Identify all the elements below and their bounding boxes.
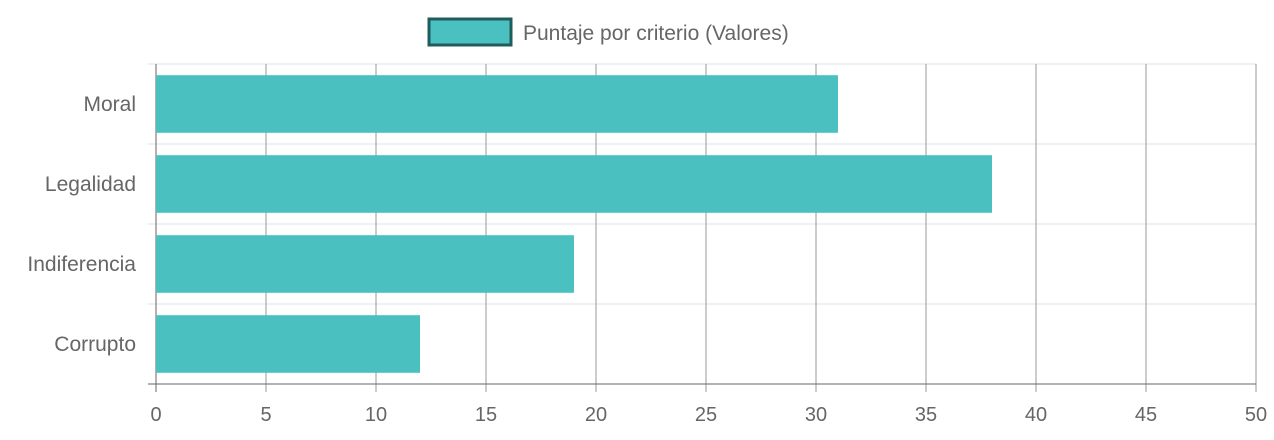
bar-corrupto[interactable] [156,315,420,373]
category-label: Corrupto [54,333,136,356]
x-tick-label: 25 [695,404,717,426]
x-tick-label: 15 [475,404,497,426]
bar-legalidad[interactable] [156,155,992,213]
x-tick-label: 50 [1245,404,1267,426]
bars [156,75,992,373]
x-tick-label: 20 [585,404,607,426]
legend[interactable]: Puntaje por criterio (Valores) [427,17,789,47]
bar-indiferencia[interactable] [156,235,574,293]
legend-label: Puntaje por criterio (Valores) [523,22,789,45]
bar-moral[interactable] [156,75,838,133]
x-tick-label: 35 [915,404,937,426]
x-tick-label: 5 [260,404,271,426]
x-tick-label: 45 [1135,404,1157,426]
category-label: Legalidad [45,173,136,196]
x-tick-label: 30 [805,404,827,426]
category-label: Indiferencia [27,253,136,276]
legend-swatch [427,17,513,47]
labels: 0 5 10 15 20 25 30 35 40 45 50 Moral Legalidad Indife… [27,93,1267,426]
x-tick-label: 10 [365,404,387,426]
x-tick-label: 0 [150,404,161,426]
x-tick-label: 40 [1025,404,1047,426]
category-label: Moral [83,93,136,116]
